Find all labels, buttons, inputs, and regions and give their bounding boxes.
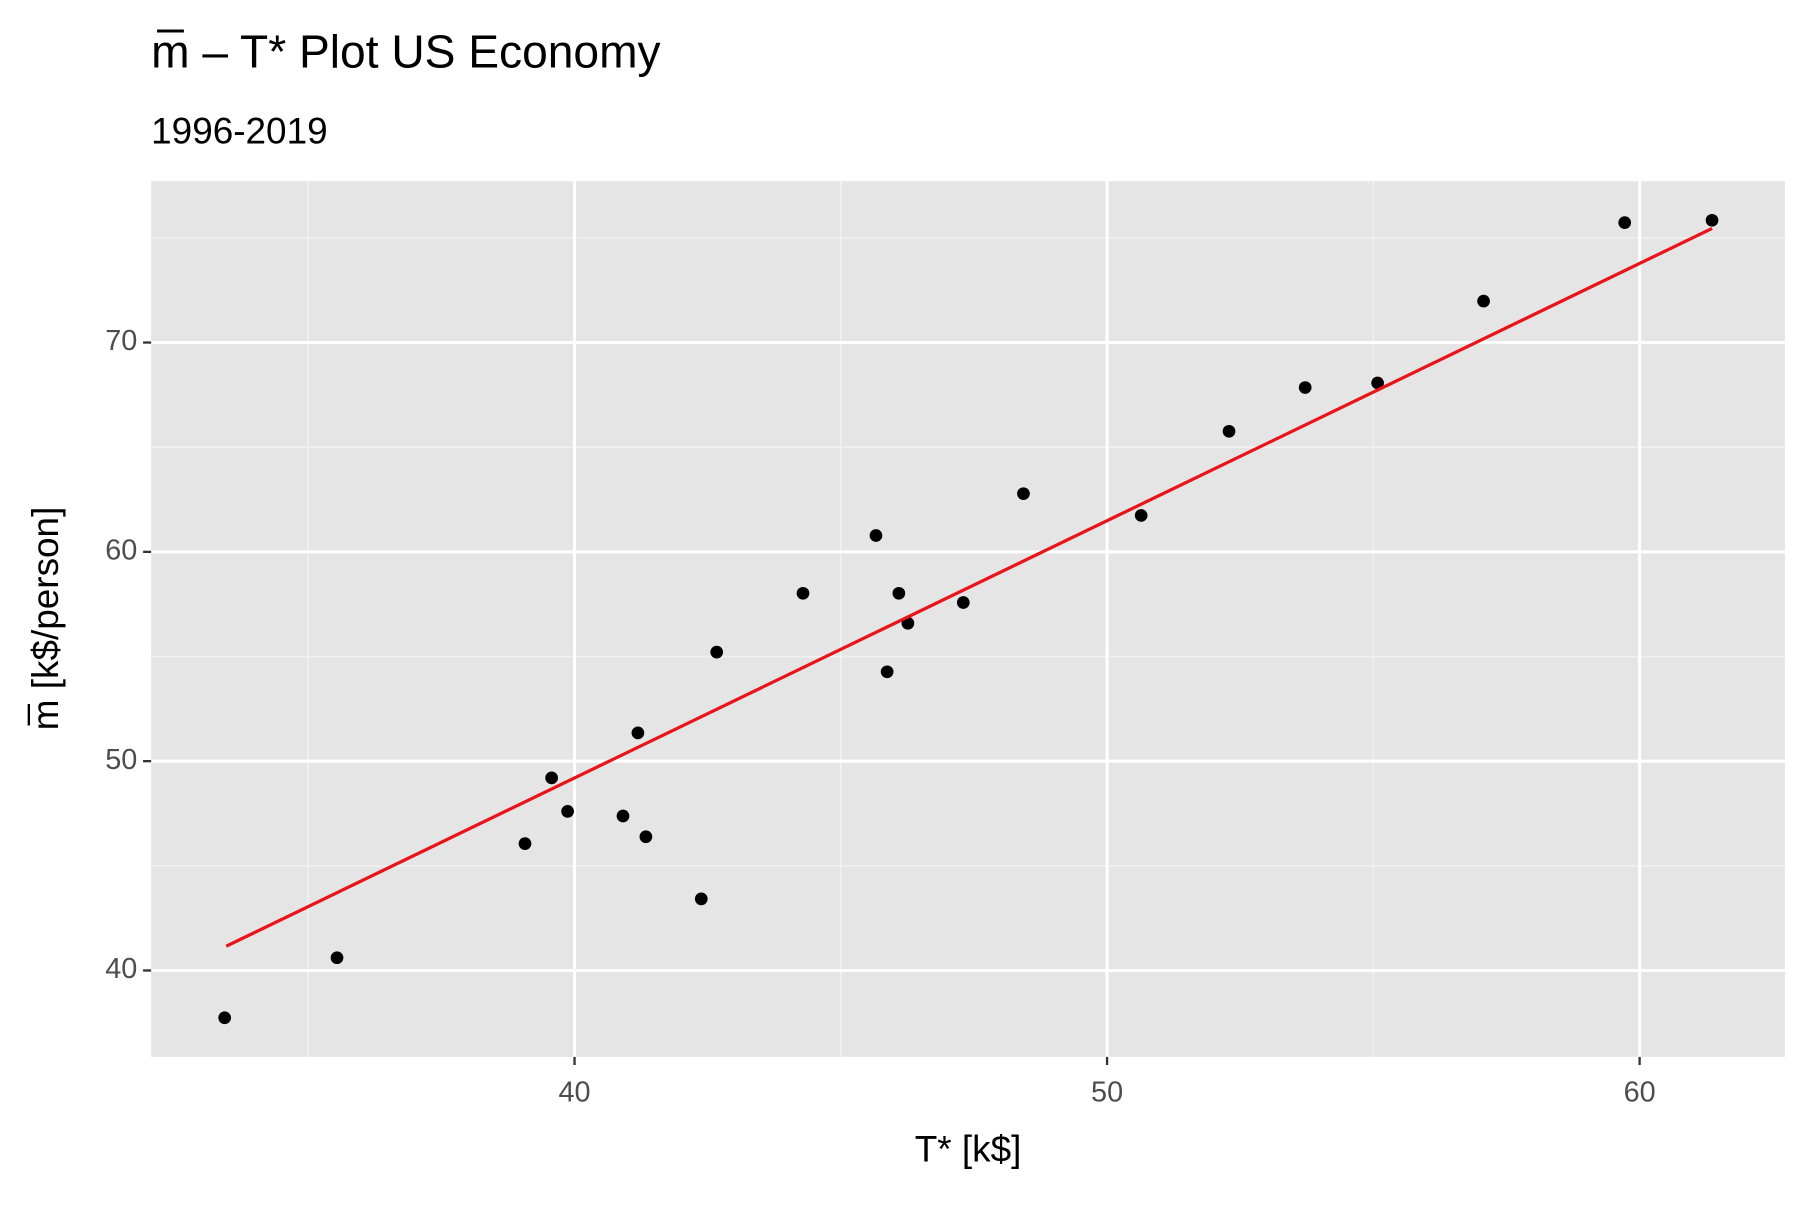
x-axis-title: T* [k$] — [915, 1128, 1022, 1169]
data-point — [218, 1011, 231, 1025]
data-point — [1705, 213, 1719, 227]
data-point — [880, 665, 894, 679]
y-tick-label: 60 — [105, 534, 137, 566]
y-axis-title: m̅ [k$/person] — [25, 507, 66, 731]
data-point — [631, 726, 645, 740]
data-point — [892, 586, 906, 600]
data-point — [1371, 376, 1384, 390]
x-tick-label: 60 — [1624, 1076, 1656, 1108]
y-tick-label: 40 — [105, 953, 137, 985]
data-point — [796, 586, 810, 600]
data-point — [1017, 487, 1030, 501]
data-point — [518, 837, 532, 850]
data-point — [1134, 509, 1148, 522]
data-point — [639, 830, 653, 844]
chart-subtitle: 1996-2019 — [151, 111, 328, 152]
x-tick-label: 50 — [1091, 1076, 1123, 1108]
data-point — [1618, 216, 1632, 229]
data-point — [1477, 294, 1490, 308]
data-point — [330, 951, 344, 965]
data-point — [710, 645, 724, 659]
data-point — [561, 805, 574, 818]
data-point — [956, 596, 970, 609]
data-point — [545, 771, 558, 785]
data-point — [694, 892, 708, 906]
x-tick-label: 40 — [558, 1076, 590, 1108]
y-tick-label: 50 — [105, 744, 137, 776]
data-point — [616, 809, 630, 823]
data-point — [869, 529, 883, 542]
fit-line — [225, 227, 1713, 948]
plot-panel — [151, 181, 1786, 1057]
chart-title: m̅ – T* Plot US Economy — [151, 26, 660, 78]
y-tick-label: 70 — [105, 325, 137, 357]
data-point — [1222, 424, 1236, 438]
data-point — [1298, 381, 1312, 394]
